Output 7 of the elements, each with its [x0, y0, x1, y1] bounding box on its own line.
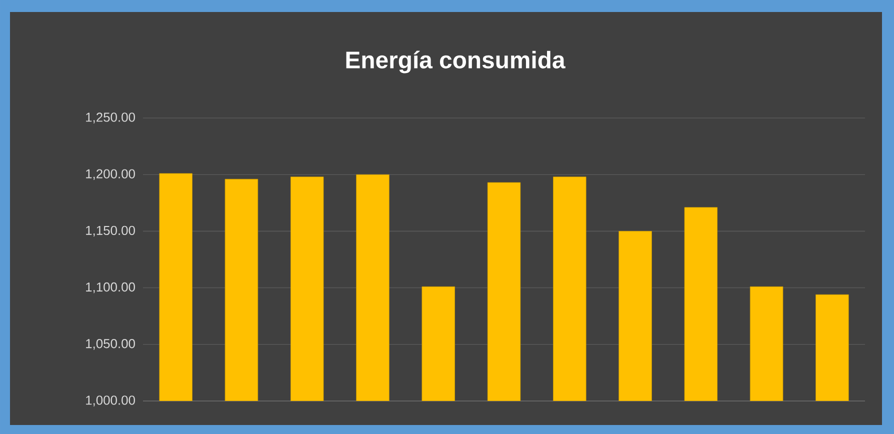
y-tick-label: 1,150.00	[86, 226, 135, 237]
y-tick-label: 1,200.00	[86, 169, 135, 180]
y-tick-label: 1,000.00	[86, 396, 135, 406]
y-tick-label: 1,250.00	[86, 112, 135, 124]
y-tick-label: 1,050.00	[86, 339, 135, 350]
chart-title: Energía consumida	[346, 50, 566, 74]
y-tick-label: 1,100.00	[86, 282, 135, 294]
